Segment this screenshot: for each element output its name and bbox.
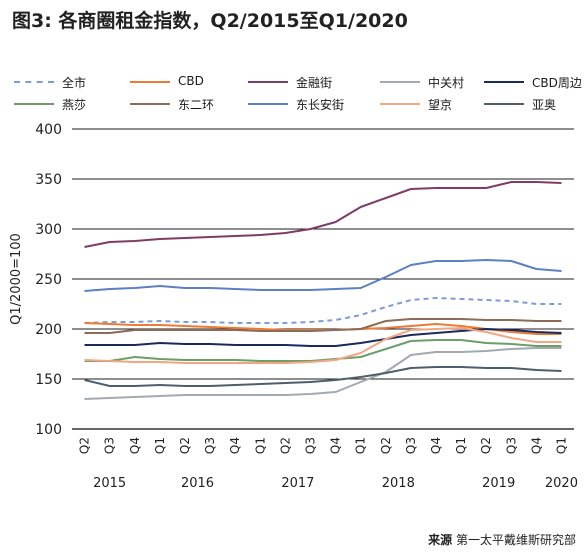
x-tick-label: Q3: [303, 437, 317, 454]
year-label: 2015: [93, 476, 126, 491]
legend-label: 东长安街: [296, 98, 345, 112]
series-line: [84, 181, 562, 248]
y-tick-label: 100: [35, 422, 62, 438]
legend-swatch: [14, 103, 54, 105]
legend-label: 金融街: [296, 76, 333, 90]
year-label: 2020: [545, 476, 578, 491]
legend-label: 燕莎: [62, 98, 87, 112]
series-line: [84, 327, 562, 364]
y-tick-label: 400: [35, 122, 62, 138]
series-line: [84, 366, 562, 387]
year-label: 2017: [281, 476, 314, 491]
legend-swatch: [130, 103, 170, 105]
source-text: 第一太平戴维斯研究部: [455, 533, 576, 547]
legend-swatch: [484, 103, 524, 105]
x-tick-label: Q4: [529, 437, 543, 454]
x-tick-label: Q2: [78, 437, 92, 454]
legend-label: 亚奥: [532, 98, 557, 112]
legend-swatch: [484, 81, 524, 83]
legend-label: 全市: [62, 76, 87, 90]
x-tick-label: Q2: [479, 437, 493, 454]
series-line: [84, 328, 562, 347]
y-tick-label: 250: [35, 272, 62, 288]
series-line: [84, 259, 562, 292]
source-label: 来源: [428, 533, 453, 547]
x-tick-label: Q3: [504, 437, 518, 454]
legend-swatch: [380, 103, 420, 105]
x-tick-label: Q1: [253, 437, 267, 454]
x-tick-label: Q1: [454, 437, 468, 454]
y-tick-label: 150: [35, 372, 62, 388]
x-tick-label: Q4: [228, 437, 242, 454]
legend-label: CBD周边: [532, 76, 582, 90]
y-tick-label: 200: [35, 322, 62, 338]
y-axis-label: Q1/2000=100: [9, 233, 24, 325]
legend-label: CBD: [178, 74, 204, 88]
x-tick-label: Q2: [278, 437, 292, 454]
y-tick-label: 300: [35, 222, 62, 238]
legend-swatch: [14, 81, 54, 83]
year-label: 2016: [181, 476, 214, 491]
year-label: 2018: [382, 476, 415, 491]
y-tick-label: 350: [35, 172, 62, 188]
x-tick-label: Q1: [354, 437, 368, 454]
x-tick-label: Q1: [554, 437, 568, 454]
x-tick-label: Q3: [103, 437, 117, 454]
legend-swatch: [248, 81, 288, 83]
chart-title: 图3: 各商圈租金指数，Q2/2015至Q1/2020: [12, 10, 408, 32]
legend-label: 望京: [428, 98, 453, 112]
legend-swatch: [380, 81, 420, 83]
series-line: [84, 347, 562, 400]
x-tick-label: Q4: [429, 437, 443, 454]
x-tick-label: Q2: [379, 437, 393, 454]
x-tick-label: Q3: [203, 437, 217, 454]
source-note: 来源 第一太平戴维斯研究部: [428, 531, 576, 548]
legend-label: 中关村: [428, 76, 465, 90]
legend: 全市 CBD 金融街 中关村 CBD周边燕莎 东二环 东长安街 望京 亚奥: [14, 72, 584, 116]
x-tick-label: Q1: [153, 437, 167, 454]
legend-swatch: [130, 81, 170, 83]
x-tick-label: Q2: [178, 437, 192, 454]
x-tick-label: Q4: [329, 437, 343, 454]
legend-swatch: [248, 103, 288, 105]
legend-label: 东二环: [178, 98, 215, 112]
x-tick-label: Q3: [404, 437, 418, 454]
series-line: [84, 318, 562, 334]
series-line: [84, 297, 562, 324]
year-label: 2019: [482, 476, 515, 491]
x-tick-label: Q4: [128, 437, 142, 454]
